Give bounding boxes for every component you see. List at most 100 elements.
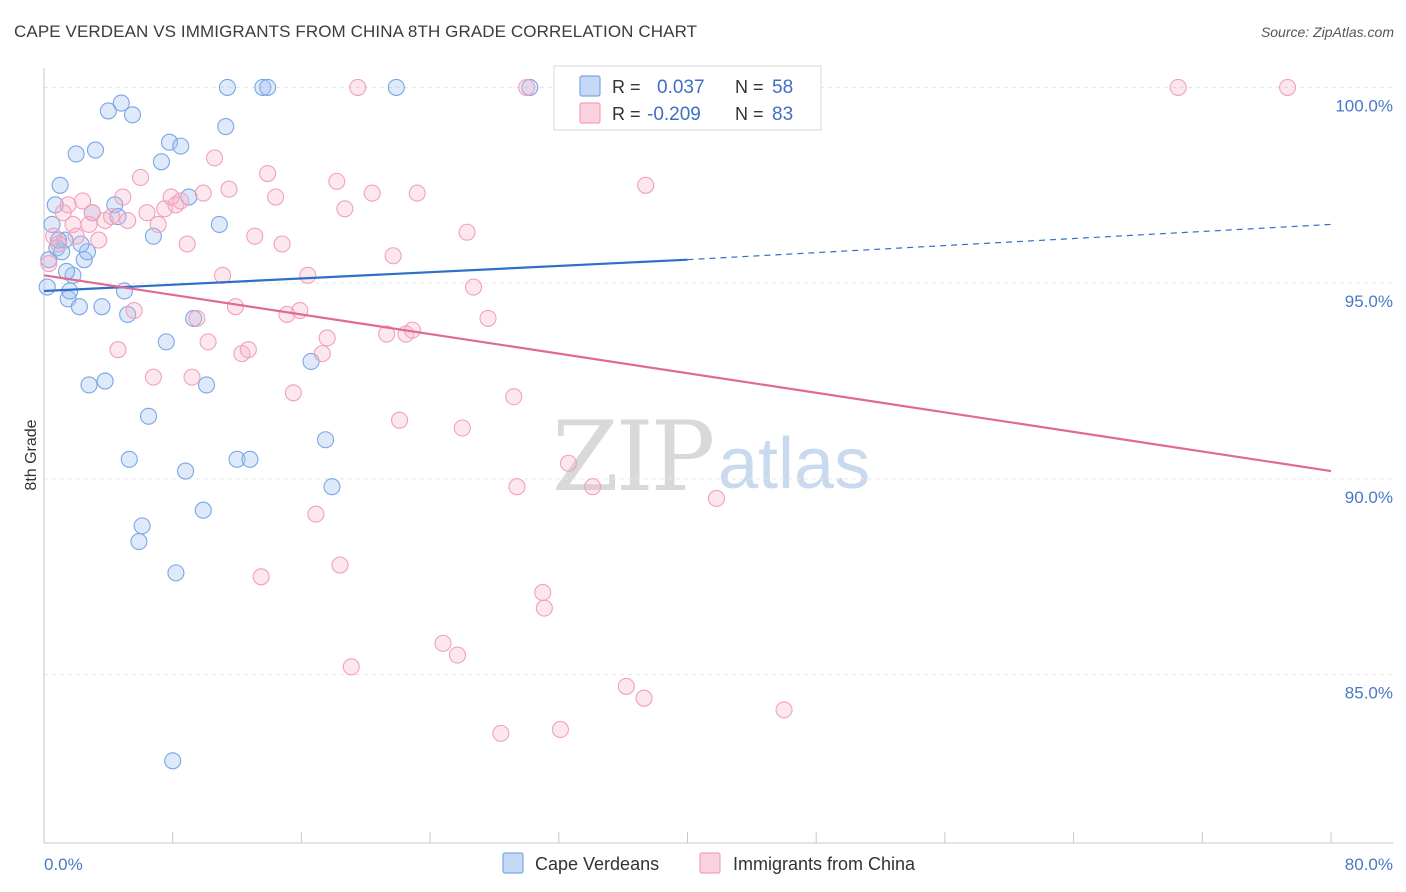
point-china — [331, 556, 349, 574]
point-china — [205, 149, 224, 167]
point-china — [239, 341, 257, 359]
x-tick-label-min: 0.0% — [44, 855, 83, 874]
bottom-legend-swatch-blue — [502, 852, 524, 874]
point-china — [226, 298, 244, 316]
point-china — [448, 646, 466, 664]
chart-title: CAPE VERDEAN VS IMMIGRANTS FROM CHINA 8T… — [14, 22, 698, 41]
point-cape-verdean — [140, 407, 158, 425]
point-china — [299, 266, 317, 284]
point-cape-verdean — [172, 137, 190, 155]
legend-r-label-blue: R = — [612, 77, 641, 97]
trend-line-immigrants-china — [43, 274, 1332, 473]
point-china — [103, 208, 121, 226]
legend-n-value-pink: 83 — [772, 104, 793, 125]
point-china — [259, 164, 277, 183]
point-cape-verdean — [316, 431, 335, 449]
point-china — [635, 689, 653, 707]
watermark-zip: ZIP — [552, 401, 713, 513]
point-china — [40, 255, 58, 273]
point-china — [349, 78, 367, 96]
trend-line-cape-verdeans — [43, 258, 688, 293]
point-cape-verdean — [99, 102, 117, 120]
point-cape-verdean — [259, 78, 277, 96]
point-cape-verdean — [120, 450, 138, 468]
point-cape-verdean — [177, 462, 195, 480]
axes: 85.0% 90.0% 95.0% 100.0% — [43, 68, 1393, 844]
point-china — [434, 634, 452, 652]
point-cape-verdean — [194, 501, 212, 519]
trend-line-cape-verdeans-extension — [687, 223, 1332, 261]
legend-swatch-pink — [579, 102, 601, 124]
point-cape-verdean — [93, 298, 111, 316]
point-china — [246, 227, 264, 245]
x-tick-label-max: 80.0% — [1345, 855, 1393, 874]
point-china — [125, 302, 143, 320]
point-china — [144, 368, 162, 386]
point-china — [408, 184, 426, 202]
point-china — [390, 411, 409, 429]
point-china — [492, 724, 510, 742]
point-china — [267, 188, 285, 206]
point-cape-verdean — [323, 478, 341, 496]
point-china — [775, 701, 793, 719]
point-china — [178, 235, 196, 253]
point-china — [464, 278, 483, 296]
point-china — [74, 192, 92, 210]
point-cape-verdean — [210, 215, 228, 233]
point-china — [188, 309, 206, 327]
point-china — [1169, 78, 1187, 96]
point-cape-verdean — [96, 372, 114, 390]
point-china — [384, 247, 402, 265]
bottom-legend-label-blue: Cape Verdeans — [535, 854, 659, 874]
point-china — [119, 211, 137, 230]
legend-r-value-blue: 0.037 — [657, 77, 705, 98]
legend-swatch-blue — [579, 75, 601, 97]
y-tick-label: 100.0% — [1335, 96, 1393, 115]
point-cape-verdean — [218, 78, 236, 96]
point-china — [59, 196, 77, 214]
point-china — [138, 204, 156, 222]
point-china — [183, 368, 201, 386]
point-china — [83, 204, 101, 222]
point-cape-verdean — [80, 376, 98, 394]
point-china — [363, 184, 381, 202]
legend-r-value-pink: -0.209 — [647, 104, 701, 125]
point-china — [131, 168, 150, 186]
legend-n-label-blue: N = — [735, 77, 764, 97]
point-china — [551, 720, 569, 739]
gridlines — [44, 86, 1393, 676]
source-label: Source: ZipAtlas.com — [1260, 24, 1394, 40]
point-china — [284, 384, 302, 402]
point-china — [194, 184, 212, 202]
point-china — [584, 478, 602, 496]
point-china — [172, 192, 190, 210]
point-cape-verdean — [38, 278, 56, 296]
point-china — [559, 454, 578, 472]
point-china — [479, 309, 497, 327]
point-china — [505, 388, 523, 406]
point-china — [534, 583, 552, 601]
y-tick-label: 85.0% — [1345, 684, 1393, 703]
series-legend: Cape Verdeans Immigrants from China — [502, 852, 916, 874]
bottom-legend-label-pink: Immigrants from China — [733, 854, 916, 874]
point-cape-verdean — [133, 517, 151, 535]
point-china — [149, 215, 167, 233]
point-cape-verdean — [387, 78, 405, 96]
point-cape-verdean — [51, 176, 69, 194]
point-china — [220, 180, 238, 198]
y-tick-label: 90.0% — [1345, 488, 1393, 507]
point-china — [617, 677, 635, 695]
point-china — [307, 505, 325, 523]
point-china — [518, 78, 536, 96]
trend-lines — [43, 223, 1332, 473]
point-china — [67, 227, 85, 245]
point-cape-verdean — [217, 118, 235, 136]
point-cape-verdean — [241, 450, 259, 468]
point-china — [114, 188, 132, 206]
point-china — [90, 231, 108, 249]
point-china — [707, 489, 726, 508]
point-cape-verdean — [112, 94, 130, 112]
legend-r-label-pink: R = — [612, 104, 641, 124]
point-cape-verdean — [152, 153, 170, 171]
point-china — [1279, 78, 1297, 96]
